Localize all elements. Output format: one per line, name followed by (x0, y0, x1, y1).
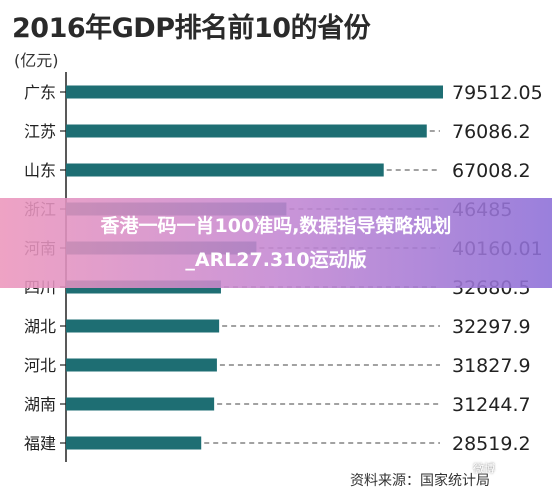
category-label: 湖北 (24, 317, 56, 336)
category-label: 福建 (24, 434, 56, 453)
bar (66, 397, 215, 411)
unit-label: (亿元) (14, 51, 59, 70)
source-note: 资料来源：国家统计局 (350, 473, 490, 489)
category-label: 江苏 (24, 122, 56, 141)
bar (66, 319, 220, 333)
bar (66, 163, 384, 177)
value-label: 32297.9 (452, 316, 531, 338)
value-label: 76086.2 (452, 121, 531, 143)
watermark: 微博 (473, 462, 495, 475)
category-label: 湖南 (24, 395, 56, 414)
chart-title: 2016年GDP排名前10的省份 (12, 13, 371, 44)
bar (66, 85, 443, 99)
bar (66, 358, 217, 372)
value-label: 31244.7 (452, 394, 531, 416)
banner-line-2: _ARL27.310运动版 (185, 249, 367, 271)
category-label: 山东 (24, 161, 56, 180)
value-label: 28519.2 (452, 433, 531, 455)
value-label: 31827.9 (452, 355, 531, 377)
bar (66, 436, 202, 450)
value-label: 67008.2 (452, 160, 531, 182)
bar (66, 124, 427, 138)
value-label: 79512.05 (452, 82, 543, 104)
category-label: 河北 (24, 356, 56, 375)
category-label: 广东 (24, 83, 56, 102)
overlay-banner: 香港一码一肖100准吗,数据指导策略规划 _ARL27.310运动版 (0, 198, 552, 288)
banner-line-1: 香港一码一肖100准吗,数据指导策略规划 (100, 215, 452, 237)
